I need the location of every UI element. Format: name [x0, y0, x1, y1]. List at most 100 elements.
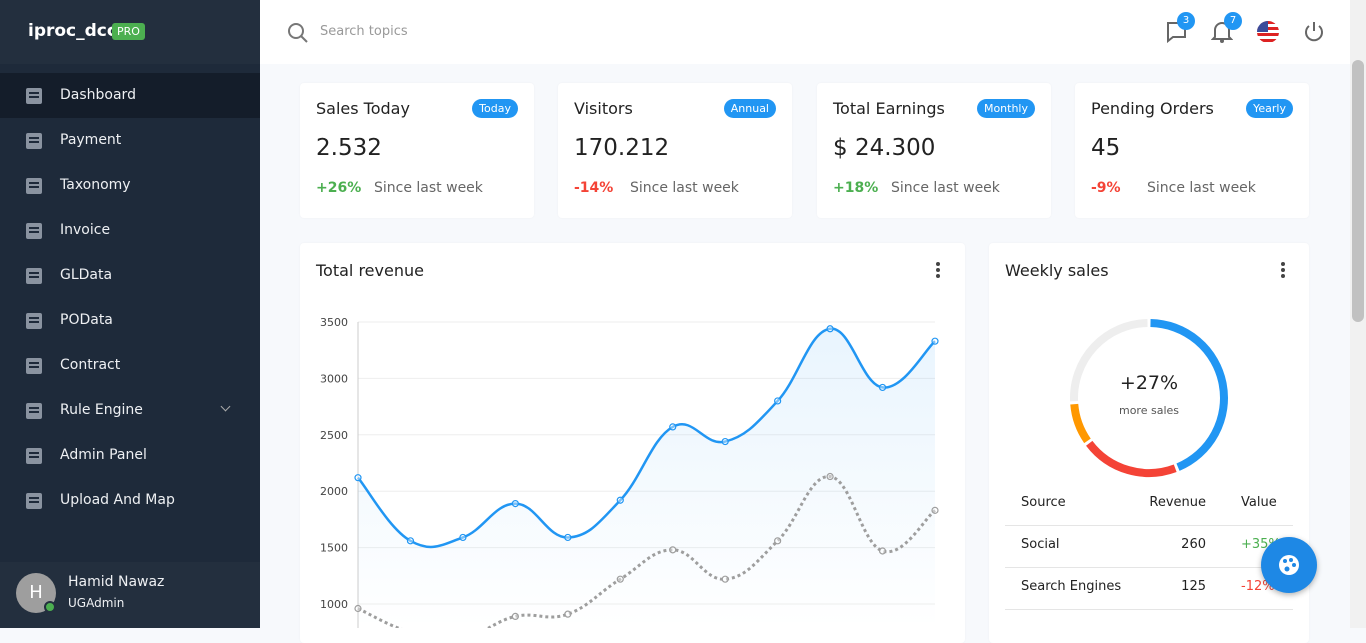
stat-note: Since last week	[1147, 180, 1256, 196]
top-bar: Search topics 3 7	[260, 0, 1350, 64]
y-tick-label: 1500	[320, 542, 348, 555]
point	[721, 575, 729, 583]
sidebar: iproc_dcc PRO Dashboard Payment Taxonomy In…	[0, 0, 260, 628]
menu-icon	[26, 358, 42, 374]
menu-item[interactable]: Upload And Map	[0, 478, 260, 523]
menu-label: Taxonomy	[60, 177, 131, 193]
menu-item[interactable]: Admin Panel	[0, 433, 260, 478]
stat-value: $ 24.300	[833, 135, 936, 161]
stat-title: Pending Orders	[1091, 99, 1214, 118]
point	[878, 547, 887, 555]
more-menu[interactable]	[934, 261, 942, 279]
table-cell: 125	[1181, 579, 1206, 594]
point	[564, 610, 572, 618]
menu-label: Admin Panel	[60, 447, 147, 463]
chevron	[220, 401, 231, 412]
point	[564, 533, 572, 542]
online-dot	[44, 601, 56, 613]
area	[358, 328, 935, 628]
menu-label: Contract	[60, 357, 121, 373]
menu-item[interactable]: Dashboard	[0, 73, 260, 118]
stat-note: Since last week	[891, 180, 1000, 196]
menu-icon	[26, 448, 42, 464]
stat-value: 45	[1091, 135, 1121, 161]
donut-segment	[1070, 403, 1091, 444]
revenue-chart: 1000 1500 2000 2500 3000 3500	[320, 316, 939, 628]
stat-note: Since last week	[374, 180, 483, 196]
row-divider	[1005, 567, 1293, 568]
user-role: UGAdmin	[68, 596, 125, 610]
language-flag[interactable]	[1257, 21, 1279, 43]
stat-badge: Annual	[723, 99, 776, 118]
y-tick-label: 3000	[320, 372, 348, 385]
menu-icon	[26, 223, 42, 239]
menu-item[interactable]: Invoice	[0, 208, 260, 253]
table-cell: Social	[1021, 537, 1060, 552]
stat-card: Visitors Annual 170.212 -14% Since last week	[558, 83, 792, 218]
donut-center-value: +27%	[1120, 372, 1178, 394]
point	[616, 575, 624, 583]
stat-title: Sales Today	[316, 99, 410, 118]
scrollbar[interactable]	[1350, 0, 1366, 628]
avatar[interactable]: H	[16, 573, 56, 613]
point	[354, 474, 362, 482]
point	[774, 537, 782, 545]
stat-change: -14%	[574, 180, 614, 196]
menu-label: Rule Engine	[60, 402, 143, 418]
search-input[interactable]: Search topics	[320, 24, 408, 39]
y-tick-label: 3500	[320, 316, 348, 329]
stat-title: Total Earnings	[833, 99, 945, 118]
menu-item[interactable]: POData	[0, 298, 260, 343]
table-cell: Search Engines	[1021, 579, 1122, 594]
stat-badge: Yearly	[1246, 99, 1293, 118]
menu-item[interactable]: Rule Engine	[0, 388, 260, 433]
brand-bar: iproc_dcc PRO	[0, 0, 260, 64]
scroll-thumb[interactable]	[1352, 60, 1364, 322]
point	[511, 500, 519, 508]
point	[406, 537, 415, 545]
page: iproc_dcc PRO Dashboard Payment Taxonomy In…	[0, 0, 1366, 628]
brand[interactable]: iproc_dcc	[28, 21, 117, 41]
menu-icon	[26, 403, 42, 419]
table-header: Revenue	[1149, 495, 1206, 510]
menu-item[interactable]: GLData	[0, 253, 260, 298]
y-tick-label: 1000	[320, 598, 348, 611]
menu-item[interactable]: Payment	[0, 118, 260, 163]
point	[826, 472, 834, 481]
more-menu[interactable]	[1279, 261, 1287, 279]
notifications-count: 7	[1224, 12, 1242, 30]
menu-icon	[26, 133, 42, 149]
search-icon	[288, 23, 308, 43]
row-divider	[1005, 525, 1293, 526]
weekly-card: Weekly sales +27% more sales Source Reven…	[989, 243, 1309, 643]
power-button[interactable]	[1303, 21, 1325, 43]
theme-button[interactable]	[1261, 537, 1317, 593]
point	[354, 604, 362, 613]
user-panel: H Hamid Nawaz UGAdmin	[0, 562, 260, 628]
card-title: Total revenue	[316, 261, 424, 280]
menu-item[interactable]: Contract	[0, 343, 260, 388]
stat-badge: Today	[472, 99, 518, 118]
menu-icon	[26, 493, 42, 509]
stat-change: +18%	[833, 180, 879, 196]
stat-value: 170.212	[574, 135, 670, 161]
menu-label: GLData	[60, 267, 113, 283]
point	[721, 437, 729, 446]
menu-label: POData	[60, 312, 113, 328]
y-tick-label: 2500	[320, 429, 348, 442]
stat-card: Pending Orders Yearly 45 -9% Since last week	[1075, 83, 1309, 218]
stat-change: +26%	[316, 180, 362, 196]
row-divider	[1005, 609, 1293, 610]
table-cell: 260	[1181, 537, 1206, 552]
revenue-card: Total revenue 1000 1500 2000 2500 3000 3500	[300, 243, 965, 643]
menu-item[interactable]: Taxonomy	[0, 163, 260, 208]
point	[669, 423, 677, 431]
point	[616, 496, 624, 504]
donut-segment	[1150, 319, 1228, 471]
stat-change: -9%	[1091, 180, 1121, 196]
point	[931, 506, 939, 514]
palette-icon	[1279, 555, 1299, 575]
user-name: Hamid Nawaz	[68, 574, 165, 590]
donut-segment	[1070, 319, 1148, 402]
menu-label: Dashboard	[60, 87, 136, 103]
